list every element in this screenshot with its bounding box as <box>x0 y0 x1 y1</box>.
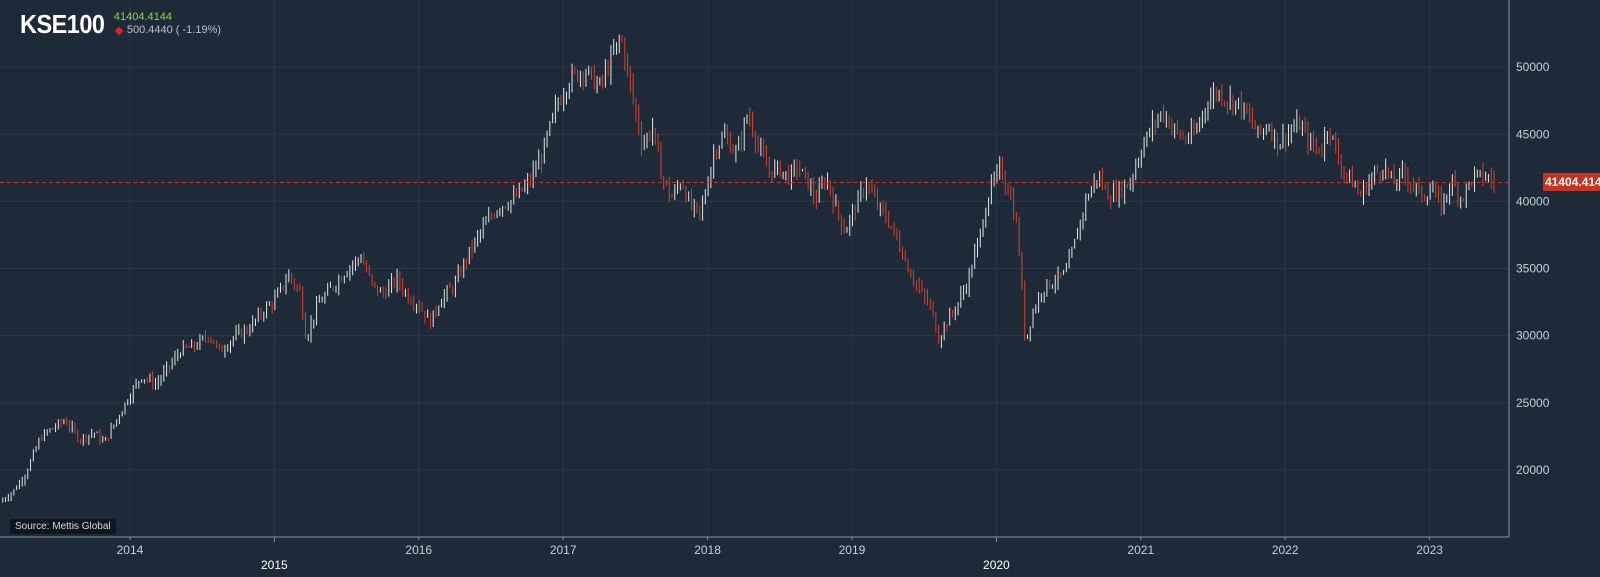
quote-block: 41404.4144 500.4440 ( -1.19%) <box>114 11 221 37</box>
x-tick-label: 2023 <box>1416 543 1443 557</box>
x-tick-label: 2018 <box>694 543 721 557</box>
x-tick-label: 2016 <box>405 543 432 557</box>
source-label: Source: Mettis Global <box>10 519 116 534</box>
y-tick-label: 40000 <box>1516 194 1550 208</box>
x-tick-label: 2015 <box>261 558 288 572</box>
change-value: 500.4440 ( -1.19%) <box>126 24 222 36</box>
down-diamond-icon <box>114 26 124 35</box>
ticker-symbol: KSE100 <box>20 9 105 39</box>
y-tick-label: 25000 <box>1516 396 1550 410</box>
current-price-tag: 41404.4144 <box>1543 173 1600 191</box>
x-tick-label: 2017 <box>550 543 577 557</box>
x-tick-label: 2019 <box>839 543 866 557</box>
x-tick-label: 2020 <box>983 558 1010 572</box>
y-tick-label: 20000 <box>1516 463 1550 477</box>
x-tick-label: 2022 <box>1272 543 1299 557</box>
y-tick-label: 45000 <box>1516 127 1550 141</box>
last-value: 41404.4144 <box>113 11 172 23</box>
axes: 20000 25000 30000 35000 40000 45000 50000 2014 2… <box>0 0 1550 572</box>
y-tick-label: 35000 <box>1516 262 1550 276</box>
grid-lines <box>0 0 1509 537</box>
x-tick-label: 2014 <box>117 543 144 557</box>
y-tick-label: 30000 <box>1516 329 1550 343</box>
ohlc-bars <box>2 34 1495 503</box>
x-tick-label: 2021 <box>1127 543 1154 557</box>
y-tick-label: 50000 <box>1516 60 1550 74</box>
chart-header: KSE100 41404.4144 500.4440 ( -1.19%) <box>20 9 221 40</box>
change-row: 500.4440 ( -1.19%) <box>114 24 221 37</box>
